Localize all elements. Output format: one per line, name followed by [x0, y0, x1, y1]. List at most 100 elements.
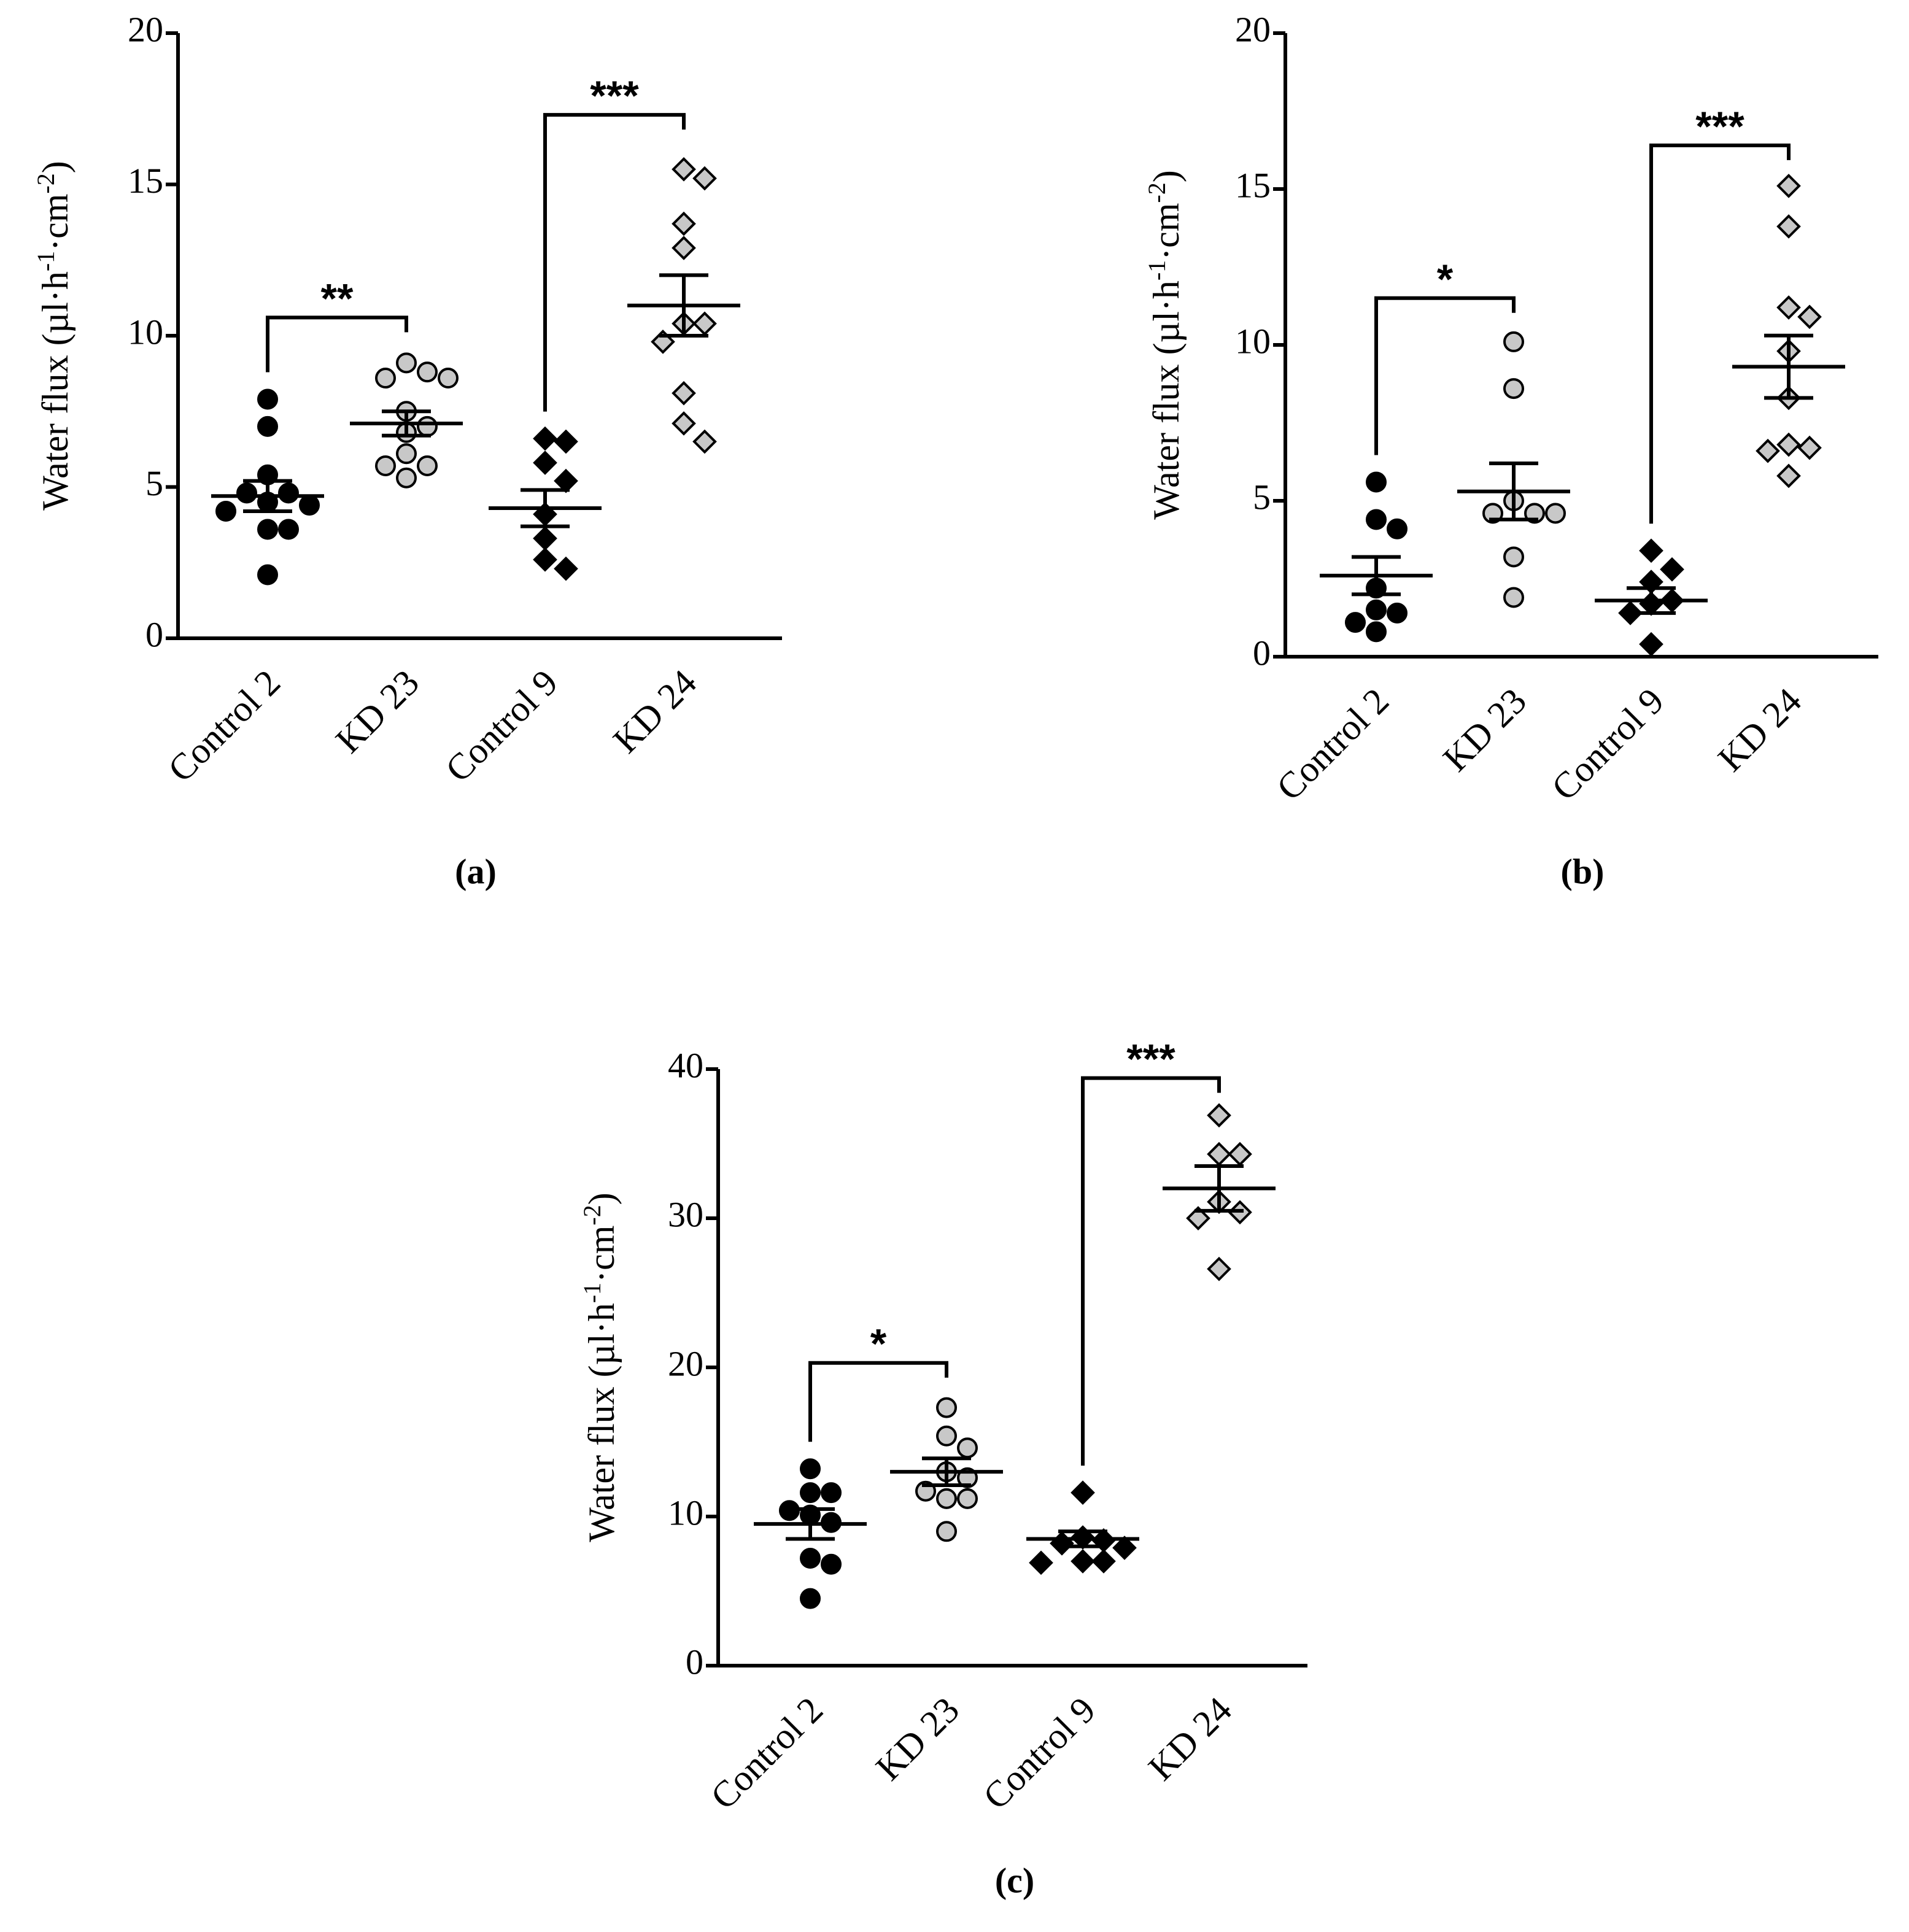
data-point [396, 443, 417, 465]
data-point [692, 429, 717, 454]
x-tick-label: Control 2 [160, 662, 288, 790]
data-point [1207, 1256, 1231, 1281]
y-tick-label: 0 [145, 614, 163, 654]
data-point [936, 1488, 957, 1509]
y-axis-label-part: -2 [1143, 182, 1171, 203]
y-axis-label: Water flux (µl·h-1·cm-2) [32, 161, 76, 511]
data-point [1029, 1550, 1053, 1575]
y-tick-label: 0 [686, 1642, 703, 1682]
data-point [800, 1548, 821, 1569]
data-point [1207, 1103, 1231, 1128]
data-point [1050, 1531, 1074, 1556]
data-point [1503, 546, 1524, 568]
data-point [375, 455, 396, 476]
data-point [375, 368, 396, 389]
y-axis-label-part: ) [35, 161, 76, 173]
y-axis-label-part: ) [581, 1192, 622, 1205]
data-point [438, 368, 459, 389]
y-tick-label: 40 [668, 1045, 703, 1085]
y-axis-label-part: Water flux (µl·h [1146, 280, 1187, 520]
data-point [821, 1553, 842, 1575]
x-tick-label: KD 24 [605, 662, 704, 761]
data-point [1797, 435, 1822, 460]
data-point [236, 482, 257, 504]
significance-label: * [870, 1321, 887, 1367]
data-point [299, 495, 320, 516]
data-point [417, 415, 438, 437]
data-point [554, 429, 578, 454]
data-point [1776, 432, 1801, 457]
y-axis-label-part: ·cm [581, 1226, 622, 1283]
data-point [1503, 331, 1524, 352]
data-point [672, 381, 696, 406]
y-tick-label: 15 [1235, 165, 1271, 205]
data-point [257, 415, 278, 437]
data-point [1660, 557, 1684, 582]
y-axis-label: Water flux (µl·h-1·cm-2) [578, 1192, 622, 1542]
y-axis-label-part: -2 [578, 1205, 606, 1225]
y-tick-label: 15 [128, 161, 163, 201]
x-tick-label: KD 23 [868, 1690, 967, 1788]
data-point [936, 1521, 957, 1542]
data-point [1345, 612, 1366, 633]
data-point [672, 157, 696, 182]
data-point [278, 519, 299, 540]
panel: 0 5 10 15 20 Water flux (µl·h-1·cm-2) Control … [32, 9, 782, 891]
data-point [800, 1458, 821, 1480]
y-axis-label-part: Water flux (µl·h [581, 1303, 622, 1542]
data-point [533, 450, 557, 475]
significance-label: *** [1695, 103, 1744, 150]
data-point [936, 1397, 957, 1418]
panel: 0 10 20 30 40 Water flux (µl·h-1·cm-2) Control… [578, 1036, 1307, 1900]
data-point [257, 388, 278, 410]
significance-label: * [1437, 256, 1454, 303]
data-point [692, 166, 717, 191]
y-tick-label: 30 [668, 1194, 703, 1234]
y-tick-label: 10 [1235, 321, 1271, 361]
data-point [672, 211, 696, 236]
y-tick-label: 0 [1253, 633, 1271, 673]
data-point [278, 482, 299, 504]
data-point [1366, 621, 1387, 643]
x-tick-label: Control 2 [1269, 681, 1396, 808]
y-axis-label-part: ·cm [35, 194, 76, 251]
data-point [957, 1437, 978, 1459]
x-tick-label: Control 2 [703, 1690, 831, 1817]
data-point [1776, 295, 1801, 320]
x-tick-label: KD 24 [1140, 1690, 1239, 1788]
x-tick-label: KD 24 [1710, 681, 1809, 779]
data-point [1639, 632, 1663, 657]
data-point [396, 352, 417, 374]
y-axis-label-part: ·cm [1146, 203, 1187, 260]
data-point [692, 311, 717, 336]
data-point [1366, 509, 1387, 530]
data-point [821, 1482, 842, 1504]
data-point [1071, 1480, 1095, 1505]
data-point [1366, 471, 1387, 493]
y-axis-label-part: -2 [32, 173, 60, 193]
significance-bracket [1081, 1076, 1221, 1466]
data-point [1776, 174, 1801, 198]
panel-label: (c) [995, 1860, 1034, 1900]
data-point [1797, 304, 1822, 330]
data-point [1091, 1549, 1116, 1574]
data-point [554, 556, 578, 581]
data-point [257, 519, 278, 540]
y-axis-label: Water flux (µl·h-1·cm-2) [1143, 170, 1187, 520]
data-point [1186, 1206, 1210, 1231]
data-point [1639, 538, 1663, 563]
data-point [257, 564, 278, 585]
significance-bracket [1374, 296, 1516, 455]
y-tick-label: 5 [1253, 477, 1271, 517]
data-point [1756, 438, 1780, 463]
y-tick-label: 10 [668, 1493, 703, 1532]
data-point [1071, 1549, 1095, 1574]
y-axis-label-part: -1 [578, 1283, 606, 1303]
data-point [1545, 503, 1566, 524]
data-point [957, 1488, 978, 1509]
data-point [1387, 602, 1408, 624]
x-tick-label: Control 9 [975, 1690, 1103, 1817]
data-point [215, 500, 236, 522]
significance-label: *** [590, 72, 639, 119]
y-tick-label: 5 [145, 463, 163, 503]
